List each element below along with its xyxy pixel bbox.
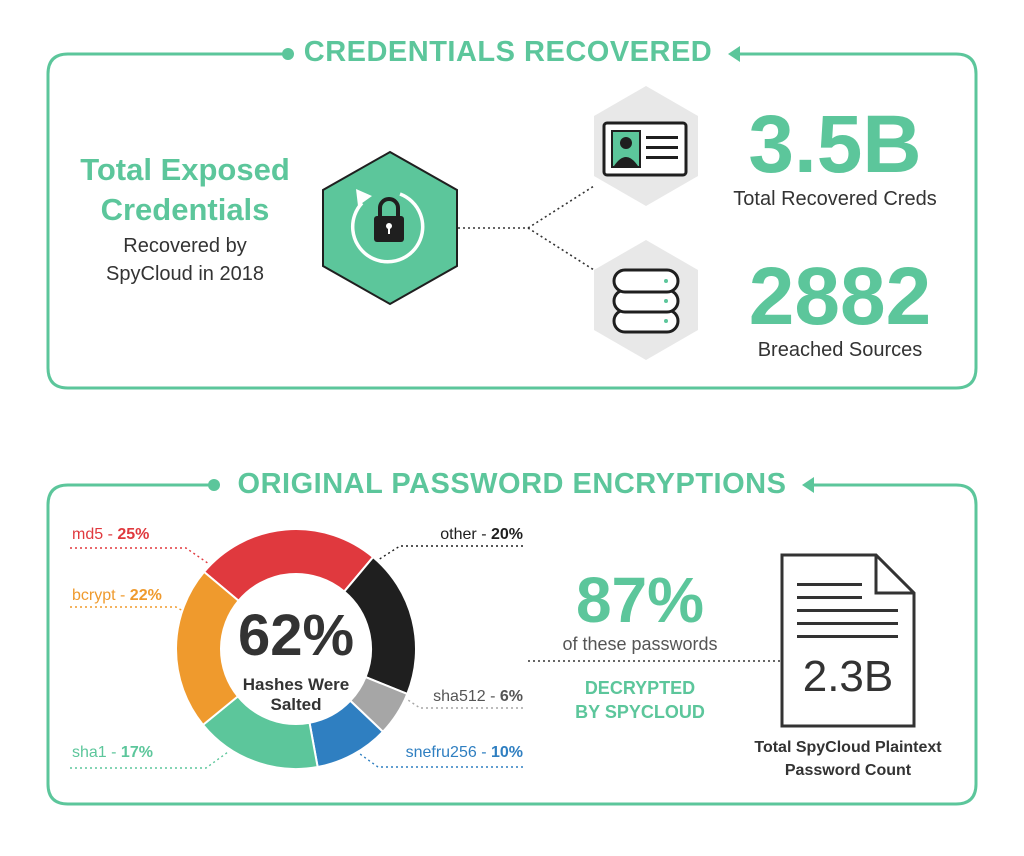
- document-icon: [780, 553, 916, 728]
- database-icon: [612, 268, 680, 334]
- center-value: 62%: [237, 603, 355, 668]
- section1-frame-dot: [282, 48, 294, 60]
- section1-title: CREDENTIALS RECOVERED: [303, 36, 713, 68]
- label-snefru256: snefru256 - 10%: [405, 744, 523, 761]
- label-other: other - 20%: [440, 526, 523, 543]
- stat1-value: 3.5B: [748, 99, 922, 190]
- label-sha512: sha512 - 6%: [433, 688, 523, 705]
- label-sha1: sha1 - 17%: [72, 744, 153, 761]
- stat1-label: Total Recovered Creds: [733, 188, 937, 210]
- connector-lines: [458, 185, 595, 271]
- donut-hole: [221, 574, 371, 724]
- decrypt-value: 87%: [575, 564, 705, 636]
- left-heading: Total Exposed Credentials: [60, 150, 310, 230]
- center-label: Hashes Were Salted: [226, 675, 366, 715]
- label-bcrypt: bcrypt - 22%: [72, 587, 162, 604]
- doc-label-line1: Total SpyCloud Plaintext: [754, 739, 942, 756]
- doc-value: 2.3B: [802, 652, 894, 701]
- decrypt-line1: DECRYPTED: [584, 678, 696, 698]
- decrypt-caption: DECRYPTED BY SPYCLOUD: [540, 676, 740, 724]
- id-card-icon: [602, 121, 688, 177]
- section1-frame-arrow: [728, 46, 740, 62]
- section2-frame-arrow: [802, 477, 814, 493]
- center-label-line1: Hashes Were: [242, 675, 350, 694]
- decrypt-sub: of these passwords: [562, 634, 718, 654]
- section2-frame: [46, 483, 978, 806]
- section2-frame-dot: [208, 479, 220, 491]
- doc-label: Total SpyCloud Plaintext Password Count: [730, 736, 966, 782]
- left-subheading: Recovered by SpyCloud in 2018: [60, 232, 310, 288]
- section1-frame: [46, 52, 978, 390]
- center-label-line2: Salted: [270, 695, 322, 714]
- doc-label-line2: Password Count: [784, 762, 912, 779]
- label-md5: md5 - 25%: [72, 526, 150, 543]
- stat2-label: Breached Sources: [757, 339, 923, 361]
- left-sub-line1: Recovered by: [123, 235, 247, 257]
- pie-leader-lines: [70, 545, 782, 769]
- section2-title: ORIGINAL PASSWORD ENCRYPTIONS: [237, 468, 787, 500]
- decrypt-line2: BY SPYCLOUD: [575, 702, 705, 722]
- lock-refresh-icon: [351, 189, 425, 264]
- left-heading-line2: Credentials: [100, 192, 270, 227]
- left-sub-line2: SpyCloud in 2018: [106, 263, 264, 285]
- stat2-value: 2882: [748, 251, 932, 342]
- left-heading-line1: Total Exposed: [80, 152, 290, 187]
